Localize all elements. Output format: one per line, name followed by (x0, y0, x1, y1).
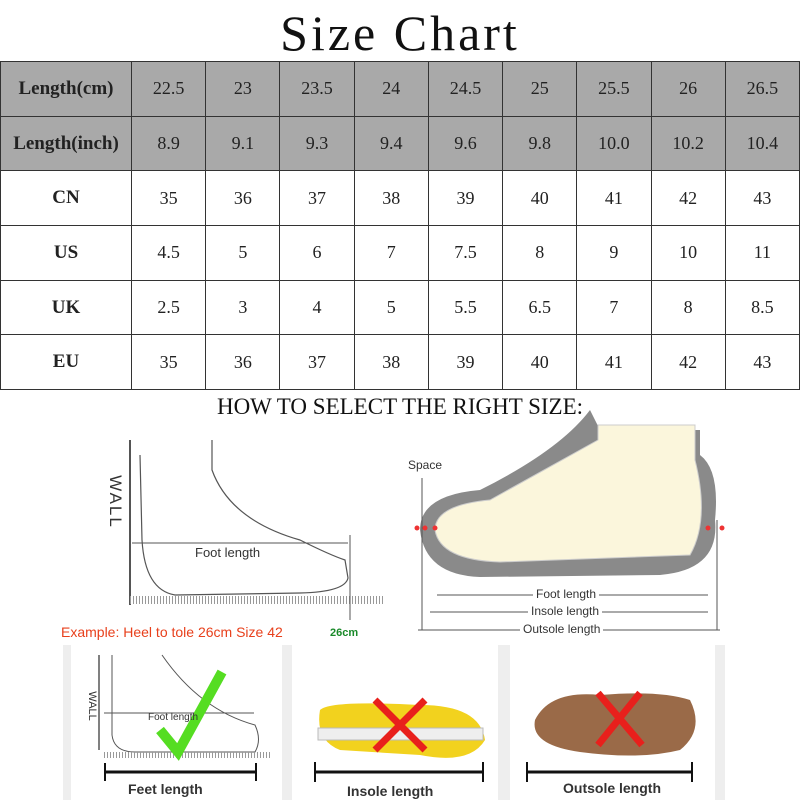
row-header: Length(cm) (0, 61, 132, 117)
insole-length-label: Insole length (528, 604, 603, 618)
table-cell: 41 (576, 334, 652, 391)
table-cell: 9 (576, 225, 652, 281)
table-cell: 24.5 (427, 61, 504, 117)
table-cell: 8.9 (130, 115, 207, 172)
panel-outsole-length (526, 690, 696, 782)
table-cell: 6 (279, 225, 355, 281)
ruler-mark-label: 26cm (330, 627, 359, 639)
table-cell: 7.5 (427, 225, 504, 281)
table-cell: 4.5 (130, 225, 207, 281)
panel-insole-length (314, 697, 485, 782)
table-row: US 4.5 5 6 7 7.5 8 9 10 11 (0, 225, 800, 281)
feet-length-caption: Feet length (128, 781, 203, 797)
table-cell: 26.5 (724, 61, 800, 117)
row-header: UK (0, 279, 132, 336)
row-header: EU (0, 334, 132, 391)
table-cell: 10.2 (650, 115, 726, 172)
table-cell: 9.6 (427, 115, 504, 172)
table-cell: 43 (724, 334, 800, 391)
row-header: CN (0, 170, 132, 227)
panel-wall-label: WALL (85, 691, 98, 721)
table-cell: 8 (650, 279, 726, 336)
table-cell: 25 (502, 61, 578, 117)
table-cell: 39 (427, 334, 504, 391)
row-header: Length(inch) (0, 115, 132, 172)
insole-length-caption: Insole length (347, 783, 434, 799)
table-row: EU 35 36 37 38 39 40 41 42 43 (0, 334, 800, 391)
wall-label: WALL (105, 475, 125, 529)
table-cell: 36 (205, 334, 281, 391)
table-cell: 3 (205, 279, 281, 336)
table-cell: 40 (502, 170, 578, 227)
table-cell: 38 (353, 170, 429, 227)
size-chart-table: Length(cm) 22.5 23 23.5 24 24.5 25 25.5 26 26.5 Le… (0, 61, 800, 391)
shoe-foot-length-label: Foot length (533, 587, 600, 601)
table-cell: 8.5 (724, 279, 800, 336)
foot-wall-diagram (129, 440, 385, 620)
table-cell: 5 (205, 225, 281, 281)
cross-icon (595, 690, 645, 748)
table-cell: 2.5 (130, 279, 207, 336)
table-cell: 42 (650, 334, 726, 391)
table-cell: 37 (279, 170, 355, 227)
table-cell: 22.5 (130, 61, 207, 117)
table-cell: 26 (650, 61, 726, 117)
outsole-length-label: Outsole length (520, 622, 604, 636)
table-cell: 37 (279, 334, 355, 391)
table-cell: 9.8 (502, 115, 578, 172)
table-cell: 40 (502, 334, 578, 391)
table-cell: 25.5 (576, 61, 652, 117)
table-cell: 7 (576, 279, 652, 336)
panel-foot-length-label: Foot length (148, 712, 199, 723)
table-cell: 5.5 (427, 279, 504, 336)
table-cell: 38 (353, 334, 429, 391)
check-icon (156, 669, 227, 761)
page-title: Size Chart (280, 5, 520, 61)
table-cell: 10.0 (576, 115, 652, 172)
table-cell: 9.1 (205, 115, 281, 172)
table-row: UK 2.5 3 4 5 5.5 6.5 7 8 8.5 (0, 279, 800, 336)
table-cell: 8 (502, 225, 578, 281)
table-cell: 35 (130, 334, 207, 391)
shoe-cross-section-diagram (414, 410, 725, 631)
outsole-length-caption: Outsole length (563, 780, 661, 796)
cross-icon (372, 697, 428, 753)
table-row: CN 35 36 37 38 39 40 41 42 43 (0, 170, 800, 227)
panel-feet-length (98, 654, 272, 781)
row-header: US (0, 225, 132, 281)
table-cell: 7 (353, 225, 429, 281)
space-label: Space (408, 458, 443, 472)
example-text: Example: Heel to tole 26cm Size 42 (61, 624, 283, 640)
table-cell: 6.5 (502, 279, 578, 336)
foot-length-label: Foot length (195, 545, 261, 560)
table-cell: 43 (724, 170, 800, 227)
table-cell: 24 (353, 61, 429, 117)
table-row: Length(cm) 22.5 23 23.5 24 24.5 25 25.5 26 26.5 (0, 61, 800, 117)
table-cell: 10 (650, 225, 726, 281)
table-cell: 11 (724, 225, 800, 281)
table-cell: 23.5 (279, 61, 355, 117)
table-cell: 42 (650, 170, 726, 227)
how-to-heading: HOW TO SELECT THE RIGHT SIZE: (216, 394, 584, 419)
